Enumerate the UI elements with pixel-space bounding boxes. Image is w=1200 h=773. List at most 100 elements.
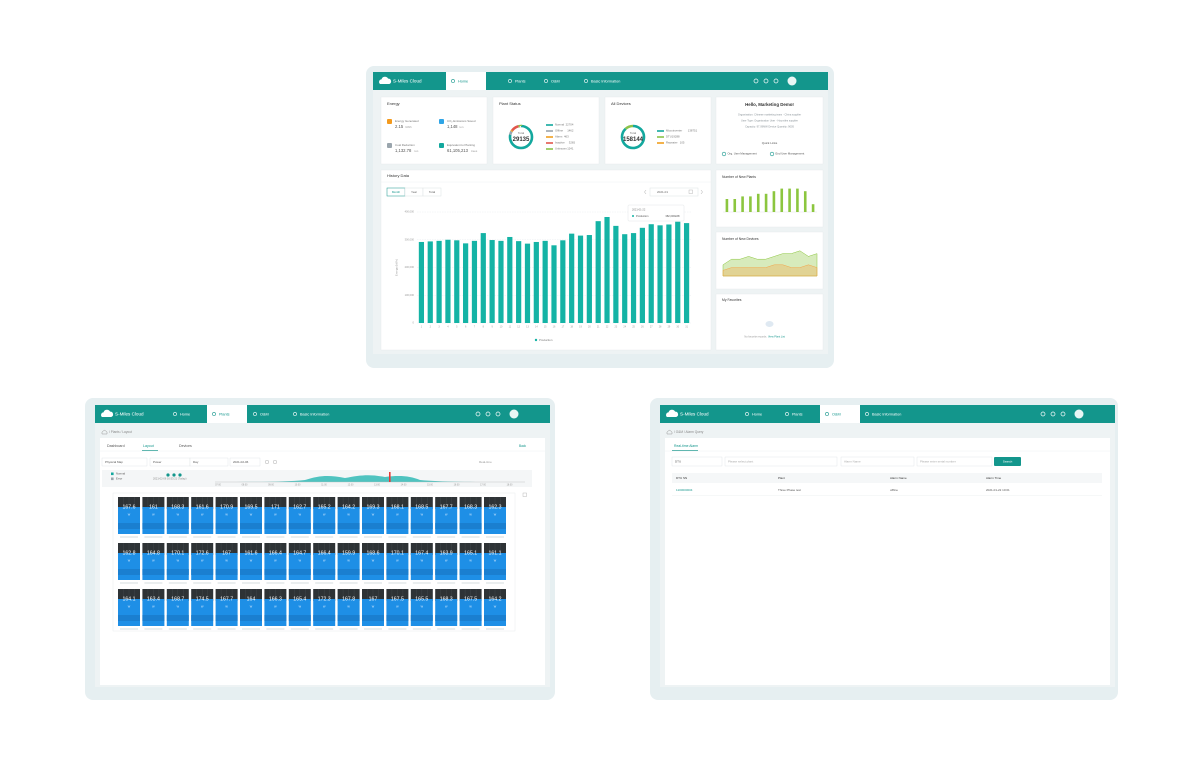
panel-cell[interactable] <box>191 553 214 580</box>
nav-item[interactable]: O&M <box>832 413 841 417</box>
quick-link[interactable]: Org. User Management <box>728 152 757 156</box>
panel-cell[interactable] <box>142 553 165 580</box>
panel-cell[interactable] <box>362 553 384 580</box>
panel-cell[interactable] <box>142 507 165 534</box>
panel-cell[interactable] <box>288 553 311 580</box>
filter-icon[interactable] <box>272 460 277 465</box>
tab[interactable]: Devices <box>179 444 192 448</box>
date-picker[interactable] <box>649 187 699 197</box>
filter-input[interactable] <box>724 456 838 467</box>
panel-cell[interactable] <box>118 553 140 580</box>
panel-cell[interactable] <box>435 507 458 534</box>
panel-cell[interactable] <box>215 599 238 626</box>
panel-cell[interactable] <box>484 507 506 534</box>
panel-cell[interactable] <box>191 507 214 534</box>
panel-cell[interactable] <box>264 507 287 534</box>
header-icon[interactable] <box>773 78 779 84</box>
prev-arrow[interactable] <box>644 189 647 195</box>
panel-cell[interactable] <box>410 599 433 626</box>
player-button[interactable] <box>178 473 182 477</box>
panel-cell[interactable] <box>459 553 482 580</box>
filter-input[interactable] <box>840 456 915 467</box>
history-tab[interactable] <box>422 187 442 197</box>
tab[interactable]: Layout <box>143 444 154 448</box>
filter-input[interactable] <box>916 456 993 467</box>
panel-cell[interactable] <box>435 553 458 580</box>
filter-icon[interactable] <box>264 460 269 465</box>
avatar[interactable] <box>787 76 797 86</box>
filter-input[interactable] <box>671 456 723 467</box>
panel-cell[interactable] <box>288 599 311 626</box>
header-icon[interactable] <box>1040 411 1046 417</box>
panel-cell[interactable] <box>337 599 360 626</box>
panel-cell[interactable] <box>166 599 189 626</box>
filter-select[interactable] <box>189 457 229 467</box>
tab[interactable]: Real-time Alarm <box>674 444 698 448</box>
panel-cell[interactable] <box>240 553 262 580</box>
nav-item[interactable]: Home <box>752 413 762 417</box>
avatar[interactable] <box>509 409 519 419</box>
header-icon[interactable] <box>753 78 759 84</box>
next-arrow[interactable] <box>700 189 703 195</box>
empty-link[interactable]: View Plant List <box>768 335 785 339</box>
nav-item[interactable]: Basic Information <box>300 413 329 417</box>
panel-cell[interactable] <box>313 599 336 626</box>
panel-cell[interactable] <box>484 553 506 580</box>
panel-cell[interactable] <box>191 599 214 626</box>
nav-item[interactable]: Plants <box>219 413 230 417</box>
nav-item[interactable]: Plants <box>792 413 803 417</box>
panel-cell[interactable] <box>166 553 189 580</box>
panel-cell[interactable] <box>362 599 384 626</box>
panel-cell[interactable] <box>386 507 409 534</box>
panel-cell[interactable] <box>118 507 140 534</box>
table-cell[interactable]: 1100000004 <box>676 488 693 492</box>
panel-cell[interactable] <box>484 599 506 626</box>
panel-cell[interactable] <box>215 507 238 534</box>
nav-item[interactable]: O&M <box>551 80 560 84</box>
panel-cell[interactable] <box>362 507 384 534</box>
header-icon[interactable] <box>495 411 501 417</box>
panel-cell[interactable] <box>118 599 140 626</box>
panel-cell[interactable] <box>264 599 287 626</box>
search-label[interactable]: Search <box>1003 460 1013 464</box>
nav-item[interactable]: Home <box>458 80 468 84</box>
nav-item[interactable]: Home <box>180 413 190 417</box>
filter-select[interactable] <box>229 457 261 467</box>
panel-cell[interactable] <box>264 553 287 580</box>
history-tab-label[interactable]: Month <box>392 190 401 194</box>
panel-cell[interactable] <box>142 599 165 626</box>
panel-cell[interactable] <box>410 553 433 580</box>
panel-cell[interactable] <box>313 507 336 534</box>
nav-item[interactable]: O&M <box>260 413 269 417</box>
nav-item[interactable]: Basic Information <box>872 413 901 417</box>
tab[interactable]: Dashboard <box>107 444 125 448</box>
header-icon[interactable] <box>1050 411 1056 417</box>
player-button[interactable] <box>166 473 170 477</box>
panel-cell[interactable] <box>337 507 360 534</box>
panel-cell[interactable] <box>459 599 482 626</box>
header-icon[interactable] <box>475 411 481 417</box>
panel-cell[interactable] <box>386 553 409 580</box>
nav-item[interactable]: Basic Information <box>591 80 620 84</box>
quick-link[interactable]: End User Management <box>776 152 805 156</box>
panel-cell[interactable] <box>459 507 482 534</box>
panel-cell[interactable] <box>386 599 409 626</box>
history-tab-label[interactable]: Total <box>429 190 436 194</box>
panel-cell[interactable] <box>313 553 336 580</box>
timeline-cursor[interactable] <box>389 472 391 482</box>
panel-cell[interactable] <box>240 507 262 534</box>
expand-icon[interactable] <box>522 492 527 497</box>
panel-cell[interactable] <box>215 553 238 580</box>
panel-cell[interactable] <box>410 507 433 534</box>
panel-cell[interactable] <box>166 507 189 534</box>
back-link[interactable]: Back <box>519 444 526 448</box>
avatar[interactable] <box>1074 409 1084 419</box>
history-tab-label[interactable]: Year <box>411 190 417 194</box>
player-button[interactable] <box>172 473 176 477</box>
nav-item[interactable]: Plants <box>515 80 526 84</box>
panel-cell[interactable] <box>435 599 458 626</box>
panel-cell[interactable] <box>288 507 311 534</box>
filter-select[interactable] <box>101 457 148 467</box>
header-icon[interactable] <box>485 411 491 417</box>
header-icon[interactable] <box>1060 411 1066 417</box>
